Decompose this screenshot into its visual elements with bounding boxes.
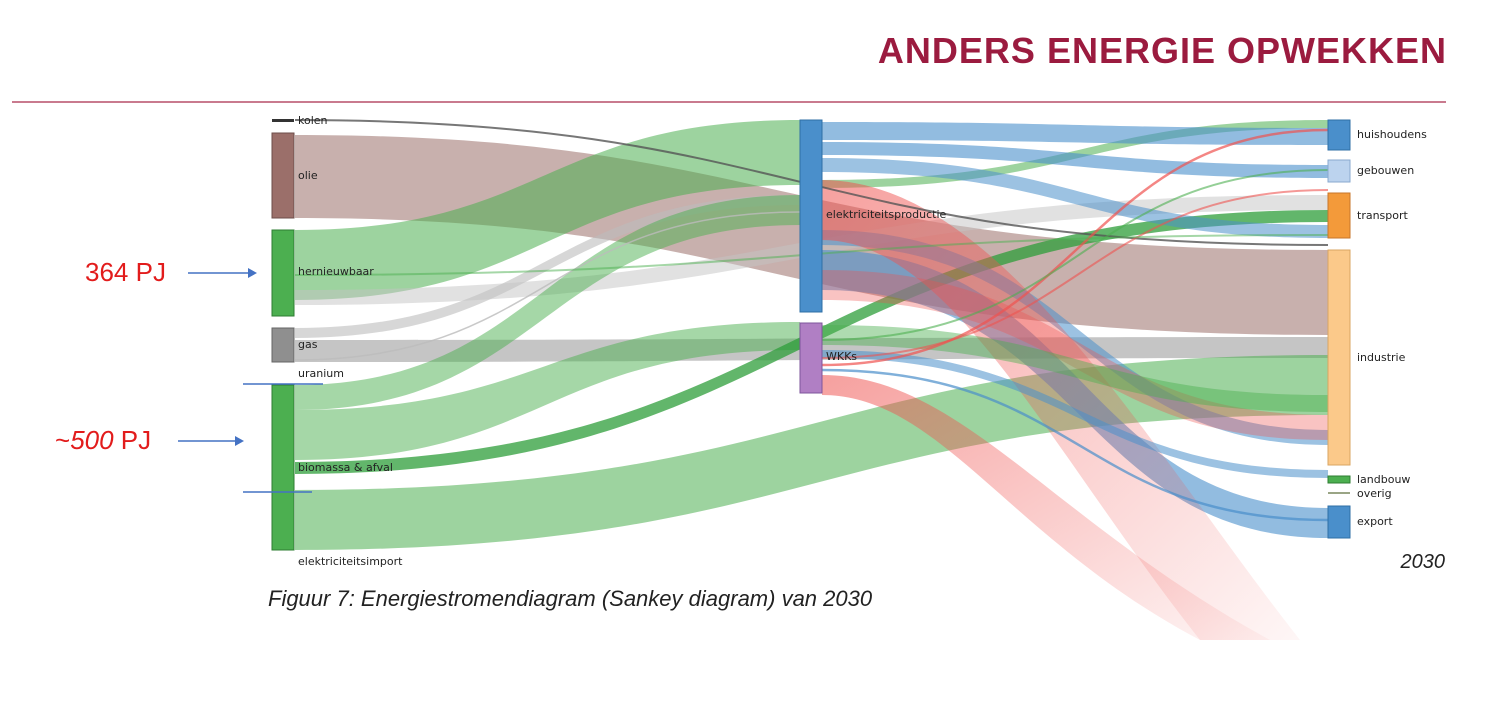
label-industrie: industrie — [1357, 351, 1406, 364]
label-uranium: uranium — [298, 367, 344, 380]
source-nodes — [271, 119, 295, 551]
flow-wkk-landbouw — [822, 350, 1328, 478]
arrow-500-head — [235, 436, 244, 446]
flow-wkk-industrie — [822, 325, 1328, 412]
flow-elek-loss — [822, 180, 1300, 640]
label-olie: olie — [298, 169, 318, 182]
flow-red-line-1 — [821, 128, 1329, 367]
node-overig-bar — [1328, 492, 1350, 494]
annotation-500-value: 500 — [70, 425, 114, 455]
flow-elek-red-industrie — [822, 270, 1328, 440]
label-gebouwen: gebouwen — [1357, 164, 1414, 177]
label-hernieuwbaar: hernieuwbaar — [298, 265, 374, 278]
annotation-500-suffix: PJ — [113, 425, 152, 455]
flow-elek-gebouwen — [822, 142, 1328, 178]
label-gas: gas — [298, 338, 318, 351]
flow-grey-line-1 — [294, 211, 801, 361]
flow-hernieuwbaar-elek — [295, 120, 800, 300]
node-kolen-bar — [272, 119, 294, 122]
node-elek-bar — [799, 119, 823, 313]
label-export: export — [1357, 515, 1393, 528]
node-export-bar — [1327, 505, 1351, 539]
flow-blue-line-1 — [821, 368, 1329, 522]
label-wkks: WKKs — [826, 350, 857, 363]
flow-gas-elek — [295, 195, 800, 338]
flow-wkk-loss — [822, 375, 1270, 640]
node-hernieuwbaar-bar — [271, 229, 295, 317]
node-gebouwen-bar — [1327, 159, 1351, 183]
annotation-markers — [178, 268, 323, 493]
label-biomassa: biomassa & afval — [298, 461, 393, 474]
node-gas-bar — [271, 327, 295, 363]
node-biomassa-bar — [271, 384, 295, 551]
header-divider — [12, 101, 1446, 103]
sink-nodes — [1327, 119, 1351, 539]
flow-red-line-2 — [821, 189, 1329, 359]
flow-elek-industrie — [822, 230, 1328, 445]
node-landbouw-bar — [1327, 475, 1351, 484]
label-transport: transport — [1357, 209, 1409, 222]
label-overig: overig — [1357, 487, 1392, 500]
figure-caption: Figuur 7: Energiestromendiagram (Sankey … — [268, 586, 873, 611]
flow-elek-transport — [822, 158, 1328, 238]
label-elektriciteitsproductie: elektriciteitsproductie — [826, 208, 947, 221]
node-transport-bar — [1327, 192, 1351, 239]
node-wkk-bar — [799, 322, 823, 394]
label-elektriciteitsimport: elektriciteitsimport — [298, 555, 403, 568]
flow-biomassa-elek — [295, 195, 800, 410]
label-huishoudens: huishoudens — [1357, 128, 1427, 141]
annotation-364pj: 364 PJ — [85, 257, 166, 287]
label-kolen: kolen — [298, 114, 328, 127]
node-labels: kolen olie hernieuwbaar gas uranium biom… — [298, 114, 1427, 568]
arrow-364-head — [248, 268, 257, 278]
node-huishoudens-bar — [1327, 119, 1351, 151]
annotation-500-prefix: ~ — [55, 425, 71, 455]
flow-green-line-1 — [821, 169, 1329, 341]
middle-nodes — [799, 119, 823, 394]
node-industrie-bar — [1327, 249, 1351, 466]
year-label: 2030 — [1400, 551, 1446, 573]
flow-elek-huishoudens — [822, 122, 1328, 145]
node-olie-bar — [271, 132, 295, 219]
flow-biomassa-wkk — [295, 322, 800, 460]
page-title: ANDERS ENERGIE OPWEKKEN — [877, 30, 1447, 71]
label-landbouw: landbouw — [1357, 473, 1410, 486]
annotation-500pj: ~500 PJ — [55, 425, 151, 456]
